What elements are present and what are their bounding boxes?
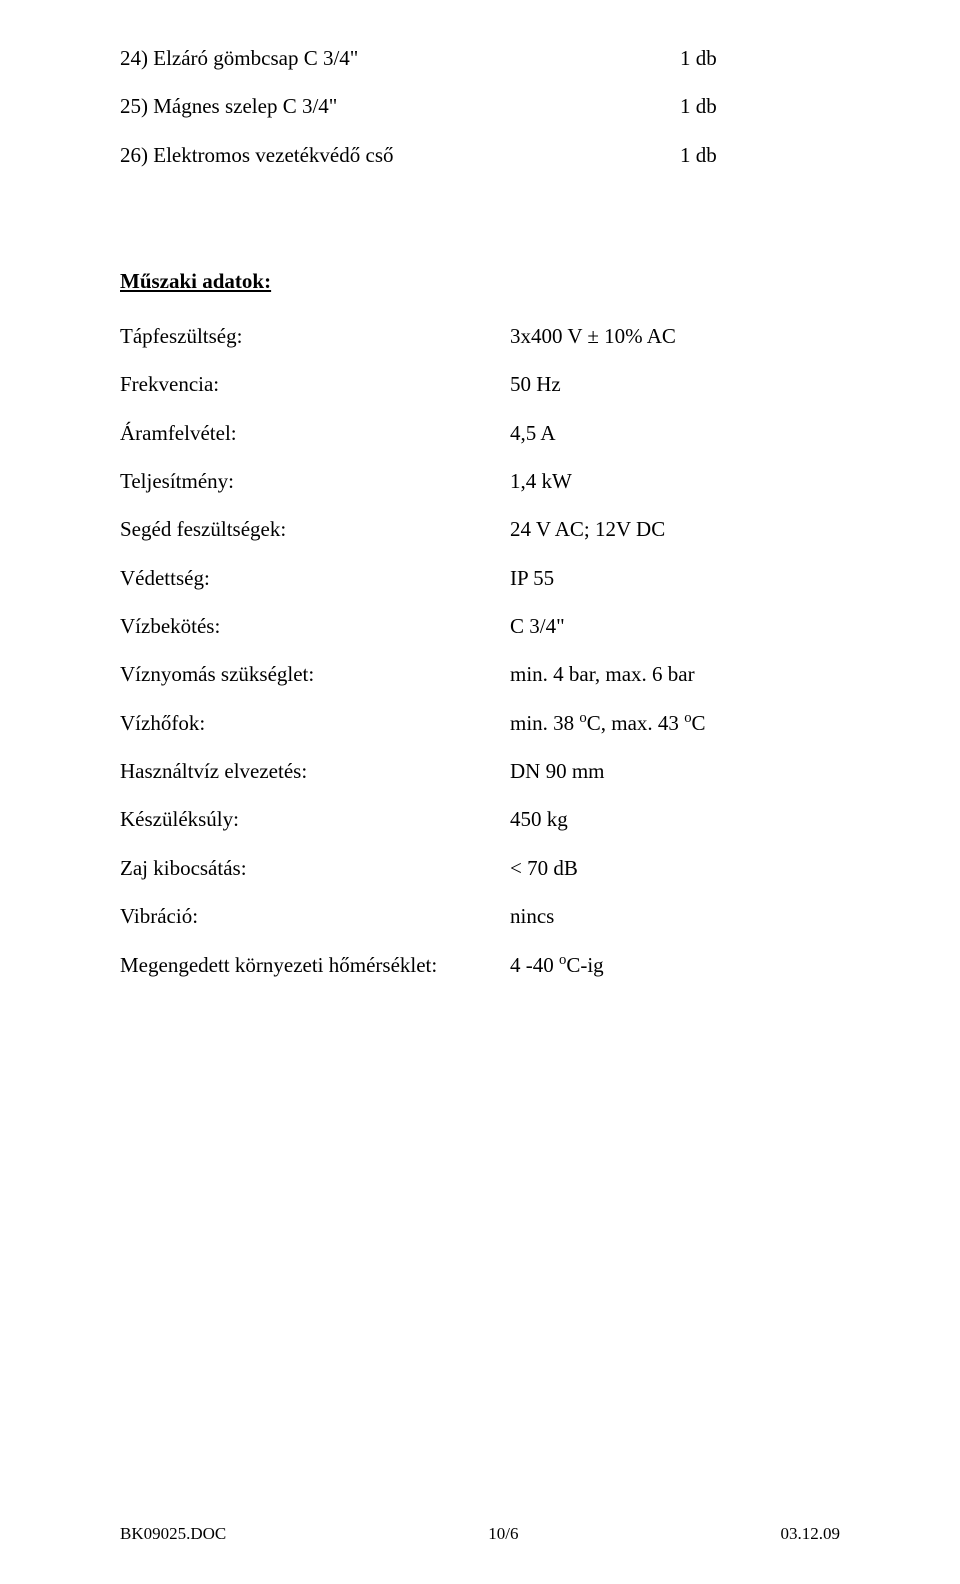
- spec-value: 4 -40 oC-ig: [510, 951, 840, 979]
- item-value: 1 db: [680, 92, 840, 120]
- spec-label: Használtvíz elvezetés:: [120, 757, 510, 785]
- spec-value: 3x400 V ± 10% AC: [510, 322, 840, 350]
- spec-label: Zaj kibocsátás:: [120, 854, 510, 882]
- item-value: 1 db: [680, 44, 840, 72]
- footer-date: 03.12.09: [781, 1524, 841, 1544]
- spec-label: Készüléksúly:: [120, 805, 510, 833]
- spec-label: Vibráció:: [120, 902, 510, 930]
- footer-page-number: 10/6: [488, 1524, 518, 1544]
- spec-value: min. 38 oC, max. 43 oC: [510, 709, 840, 737]
- list-item: 26) Elektromos vezetékvédő cső 1 db: [120, 141, 840, 169]
- spec-label: Megengedett környezeti hőmérséklet:: [120, 951, 510, 979]
- spec-value: 24 V AC; 12V DC: [510, 515, 840, 543]
- spec-table: Tápfeszültség: 3x400 V ± 10% AC Frekvenc…: [120, 322, 840, 979]
- table-row: Frekvencia: 50 Hz: [120, 370, 840, 398]
- spec-label: Áramfelvétel:: [120, 419, 510, 447]
- table-row: Teljesítmény: 1,4 kW: [120, 467, 840, 495]
- table-row: Védettség: IP 55: [120, 564, 840, 592]
- spec-label: Segéd feszültségek:: [120, 515, 510, 543]
- section-heading: Műszaki adatok:: [120, 269, 840, 294]
- list-item: 24) Elzáró gömbcsap C 3/4" 1 db: [120, 44, 840, 72]
- spec-label: Vízbekötés:: [120, 612, 510, 640]
- table-row: Segéd feszültségek: 24 V AC; 12V DC: [120, 515, 840, 543]
- spec-value: DN 90 mm: [510, 757, 840, 785]
- spec-value: < 70 dB: [510, 854, 840, 882]
- spec-value: nincs: [510, 902, 840, 930]
- table-row: Használtvíz elvezetés: DN 90 mm: [120, 757, 840, 785]
- spec-label: Teljesítmény:: [120, 467, 510, 495]
- spec-label: Tápfeszültség:: [120, 322, 510, 350]
- list-item: 25) Mágnes szelep C 3/4" 1 db: [120, 92, 840, 120]
- table-row: Áramfelvétel: 4,5 A: [120, 419, 840, 447]
- spec-value: 1,4 kW: [510, 467, 840, 495]
- spec-value: 50 Hz: [510, 370, 840, 398]
- spec-value: min. 4 bar, max. 6 bar: [510, 660, 840, 688]
- spacer: [120, 189, 840, 269]
- spec-value: C 3/4": [510, 612, 840, 640]
- table-row: Vízbekötés: C 3/4": [120, 612, 840, 640]
- spec-label: Vízhőfok:: [120, 709, 510, 737]
- spec-label: Frekvencia:: [120, 370, 510, 398]
- spec-value: IP 55: [510, 564, 840, 592]
- table-row: Vibráció: nincs: [120, 902, 840, 930]
- footer-filename: BK09025.DOC: [120, 1524, 226, 1544]
- spec-label: Víznyomás szükséglet:: [120, 660, 510, 688]
- item-label: 25) Mágnes szelep C 3/4": [120, 92, 680, 120]
- spec-value: 450 kg: [510, 805, 840, 833]
- document-page: 24) Elzáró gömbcsap C 3/4" 1 db 25) Mágn…: [0, 0, 960, 1584]
- item-label: 24) Elzáró gömbcsap C 3/4": [120, 44, 680, 72]
- table-row: Készüléksúly: 450 kg: [120, 805, 840, 833]
- page-footer: BK09025.DOC 10/6 03.12.09: [0, 1524, 960, 1544]
- table-row: Tápfeszültség: 3x400 V ± 10% AC: [120, 322, 840, 350]
- item-value: 1 db: [680, 141, 840, 169]
- table-row: Vízhőfok: min. 38 oC, max. 43 oC: [120, 709, 840, 737]
- item-label: 26) Elektromos vezetékvédő cső: [120, 141, 680, 169]
- table-row: Megengedett környezeti hőmérséklet: 4 -4…: [120, 951, 840, 979]
- numbered-item-list: 24) Elzáró gömbcsap C 3/4" 1 db 25) Mágn…: [120, 44, 840, 169]
- table-row: Víznyomás szükséglet: min. 4 bar, max. 6…: [120, 660, 840, 688]
- spec-value: 4,5 A: [510, 419, 840, 447]
- table-row: Zaj kibocsátás: < 70 dB: [120, 854, 840, 882]
- spec-label: Védettség:: [120, 564, 510, 592]
